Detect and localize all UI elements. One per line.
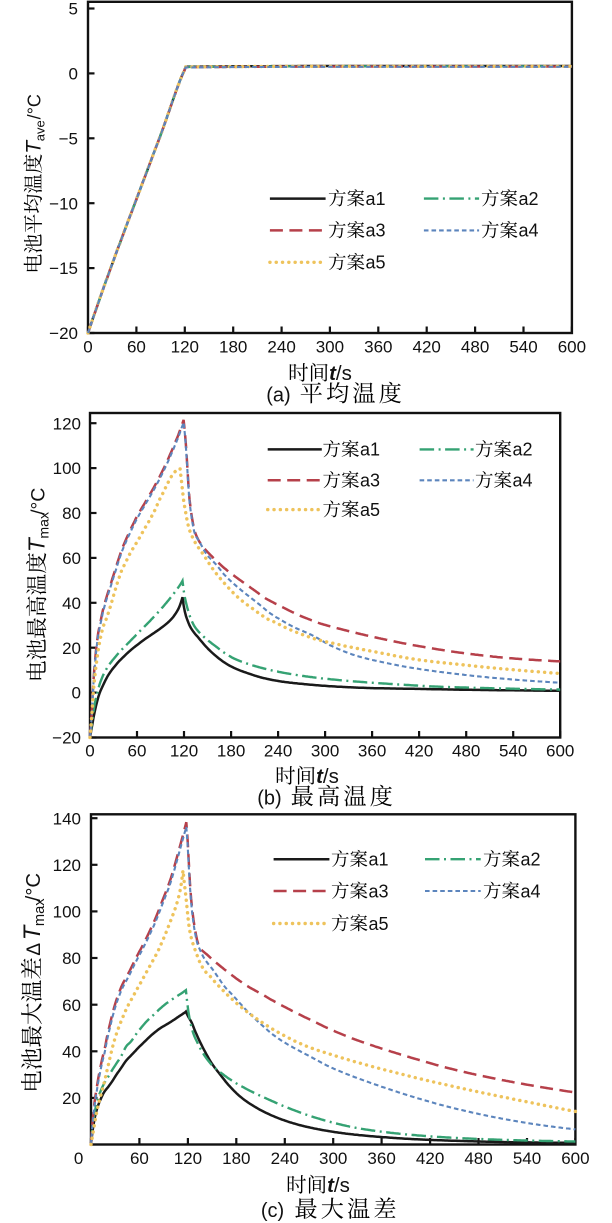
svg-text:120: 120	[171, 338, 199, 357]
svg-text:(a): (a)	[266, 385, 290, 407]
svg-text:60: 60	[62, 549, 81, 568]
svg-text:360: 360	[367, 1149, 395, 1168]
svg-text:−10: −10	[49, 194, 78, 213]
svg-text:60: 60	[130, 1149, 149, 1168]
svg-text:a2: a2	[513, 440, 533, 460]
svg-text:T: T	[24, 536, 50, 552]
svg-text:120: 120	[53, 856, 81, 875]
svg-text:80: 80	[62, 949, 81, 968]
svg-text:T: T	[23, 139, 46, 154]
svg-text:600: 600	[546, 742, 574, 761]
svg-text:a3: a3	[369, 881, 389, 901]
svg-text:a5: a5	[369, 914, 389, 934]
svg-text:60: 60	[127, 338, 146, 357]
svg-text:420: 420	[416, 1149, 444, 1168]
svg-text:5: 5	[69, 0, 78, 19]
svg-text:−20: −20	[52, 729, 81, 748]
svg-text:0: 0	[83, 338, 92, 357]
svg-text:/s: /s	[336, 362, 352, 385]
svg-text:/s: /s	[334, 1174, 350, 1197]
svg-text:360: 360	[364, 338, 392, 357]
svg-text:a4: a4	[521, 881, 541, 901]
svg-text:100: 100	[53, 459, 81, 478]
svg-text:20: 20	[62, 1089, 81, 1108]
svg-text:540: 540	[499, 742, 527, 761]
svg-text:120: 120	[174, 1149, 202, 1168]
svg-text:t: t	[329, 362, 337, 385]
svg-text:100: 100	[53, 903, 81, 922]
svg-text:a2: a2	[521, 850, 541, 870]
svg-text:a3: a3	[360, 471, 380, 491]
svg-text:240: 240	[271, 1149, 299, 1168]
svg-text:480: 480	[461, 338, 489, 357]
svg-text:0: 0	[85, 742, 94, 761]
svg-text:120: 120	[170, 742, 198, 761]
svg-text:60: 60	[128, 742, 147, 761]
svg-text:a5: a5	[360, 500, 380, 520]
svg-text:140: 140	[53, 809, 81, 828]
svg-text:240: 240	[264, 742, 292, 761]
svg-text:−15: −15	[49, 259, 78, 278]
svg-text:480: 480	[464, 1149, 492, 1168]
svg-text:a4: a4	[513, 471, 533, 491]
svg-text:a1: a1	[369, 850, 389, 870]
svg-text:80: 80	[62, 504, 81, 523]
svg-text:Δ: Δ	[24, 943, 45, 956]
svg-text:300: 300	[311, 742, 339, 761]
svg-text:480: 480	[452, 742, 480, 761]
svg-text:240: 240	[267, 338, 295, 357]
svg-text:/s: /s	[323, 765, 339, 788]
svg-text:−20: −20	[49, 324, 78, 343]
svg-text:t: t	[316, 765, 324, 788]
svg-text:120: 120	[53, 414, 81, 433]
svg-text:/°C: /°C	[28, 488, 50, 515]
svg-text:0: 0	[69, 65, 78, 84]
svg-text:300: 300	[319, 1149, 347, 1168]
svg-text:20: 20	[62, 639, 81, 658]
svg-text:40: 40	[62, 594, 81, 613]
svg-text:0: 0	[72, 684, 81, 703]
svg-text:60: 60	[62, 996, 81, 1015]
svg-text:180: 180	[219, 338, 247, 357]
svg-text:a2: a2	[519, 189, 539, 209]
svg-text:max: max	[36, 512, 52, 539]
svg-text:ave: ave	[33, 120, 48, 141]
svg-text:−5: −5	[59, 129, 78, 148]
svg-text:a1: a1	[360, 440, 380, 460]
svg-text:540: 540	[509, 338, 537, 357]
svg-text:360: 360	[358, 742, 386, 761]
svg-text:t: t	[327, 1174, 335, 1197]
svg-text:T: T	[20, 924, 46, 940]
svg-text:max: max	[32, 898, 48, 926]
svg-text:/°C: /°C	[23, 873, 45, 901]
svg-text:540: 540	[513, 1149, 541, 1168]
svg-text:420: 420	[413, 338, 441, 357]
svg-text:a1: a1	[366, 189, 386, 209]
svg-text:a3: a3	[366, 221, 386, 241]
svg-text:300: 300	[316, 338, 344, 357]
svg-text:/°C: /°C	[25, 94, 45, 119]
svg-text:a5: a5	[366, 253, 386, 273]
svg-text:a4: a4	[519, 221, 539, 241]
svg-text:0: 0	[74, 1149, 83, 1168]
svg-text:420: 420	[405, 742, 433, 761]
svg-text:180: 180	[222, 1149, 250, 1168]
svg-text:(b): (b)	[257, 788, 281, 810]
svg-text:180: 180	[217, 742, 245, 761]
svg-text:40: 40	[62, 1042, 81, 1061]
svg-text:600: 600	[558, 338, 586, 357]
svg-text:(c): (c)	[261, 1200, 284, 1222]
svg-text:600: 600	[561, 1149, 589, 1168]
